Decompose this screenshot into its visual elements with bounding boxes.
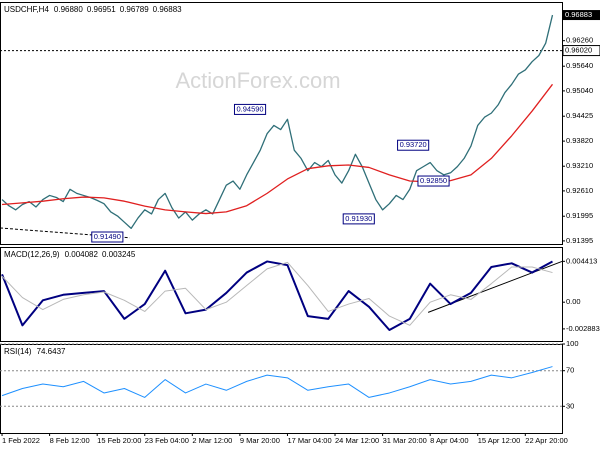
level-label-box <box>562 45 600 57</box>
series-line <box>1 260 553 331</box>
annotation-box <box>342 213 375 225</box>
level-label: 0.96020 <box>565 46 592 55</box>
y-tick-label: 0.004413 <box>566 256 597 265</box>
y-tick-label: 70 <box>566 366 574 375</box>
panel-frame <box>0 2 563 245</box>
header-value: 0.003245 <box>102 250 136 259</box>
x-tick-label: 8 Feb 12:00 <box>50 436 90 445</box>
series-line <box>1 83 554 215</box>
panel-title: MACD(12,26,9) <box>4 250 60 259</box>
x-tick-label: 22 Apr 20:00 <box>525 436 568 445</box>
panel-frame <box>0 247 563 342</box>
header-value: 0.004082 <box>65 250 99 259</box>
x-tick-label: 24 Mar 12:00 <box>335 436 379 445</box>
annotation-box <box>397 139 430 151</box>
header-value: 0.96951 <box>87 5 116 14</box>
y-tick-label: 0.91995 <box>566 211 593 220</box>
y-tick-label: 0.91395 <box>566 236 593 245</box>
y-tick-label: 0.95040 <box>566 86 593 95</box>
series-line <box>1 14 554 230</box>
x-tick-label: 17 Mar 04:00 <box>287 436 331 445</box>
header-value: 0.96883 <box>153 5 182 14</box>
y-tick-label: 30 <box>566 401 574 410</box>
x-tick-label: 15 Feb 20:00 <box>97 436 141 445</box>
annotation-box <box>417 175 450 187</box>
y-tick-label: 0.93210 <box>566 161 593 170</box>
y-tick-label: 100 <box>566 339 579 348</box>
x-tick-label: 2 Mar 12:00 <box>192 436 232 445</box>
watermark: ActionForex.com <box>175 68 340 93</box>
annotation-label: 0.91490 <box>94 232 121 241</box>
x-tick-label: 23 Feb 04:00 <box>145 436 189 445</box>
annotation-label: 0.91930 <box>345 214 372 223</box>
x-tick-label: 31 Mar 20:00 <box>383 436 427 445</box>
annotation-box <box>233 103 267 115</box>
y-tick-label: 0.94425 <box>566 111 593 120</box>
current-price-label: 0.96883 <box>565 10 592 19</box>
series-line <box>1 366 553 398</box>
annotation-box <box>91 231 124 243</box>
trend-line <box>0 227 130 239</box>
panel-title: RSI(14) <box>4 347 32 356</box>
header-value: 0.96789 <box>120 5 149 14</box>
annotation-label: 0.93720 <box>400 140 427 149</box>
x-tick-label: 1 Feb 2022 <box>2 436 40 445</box>
y-tick-label: 0.96260 <box>566 36 593 45</box>
header-value: 0.96880 <box>54 5 83 14</box>
annotation-label: 0.92850 <box>420 176 447 185</box>
panel-title: USDCHF,H4 <box>4 5 49 14</box>
y-tick-label: -0.002883 <box>566 324 600 333</box>
x-tick-label: 15 Apr 12:00 <box>478 436 521 445</box>
y-tick-label: 0.92610 <box>566 186 593 195</box>
x-tick-label: 9 Mar 20:00 <box>240 436 280 445</box>
y-tick-label: 0.95640 <box>566 61 593 70</box>
y-tick-label: 0.93820 <box>566 136 593 145</box>
header-value: 74.6437 <box>37 347 66 356</box>
y-tick-label: 0.00 <box>566 297 581 306</box>
series-line <box>1 261 553 326</box>
x-tick-label: 8 Apr 04:00 <box>430 436 468 445</box>
annotation-label: 0.94590 <box>236 104 263 113</box>
current-price-box <box>563 10 600 21</box>
